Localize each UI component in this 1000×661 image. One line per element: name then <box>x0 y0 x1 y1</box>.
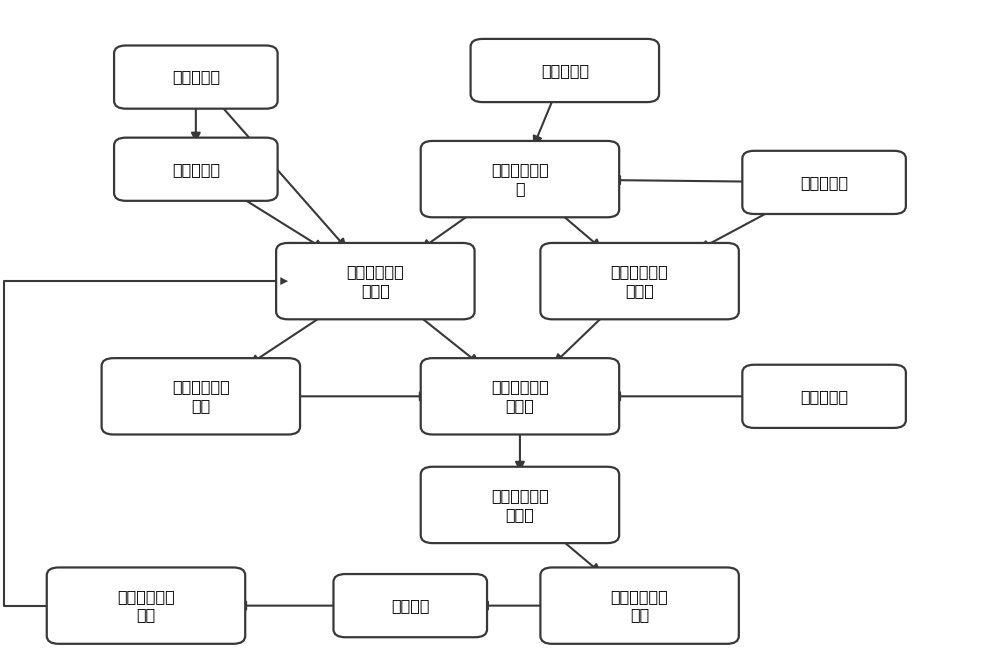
Text: 原料缓冲池: 原料缓冲池 <box>541 63 589 78</box>
Text: 一效加热器: 一效加热器 <box>800 175 848 190</box>
FancyBboxPatch shape <box>421 358 619 434</box>
Text: 四效蒸发结晶
器一室: 四效蒸发结晶 器一室 <box>491 488 549 522</box>
FancyBboxPatch shape <box>421 141 619 217</box>
Text: 一室加热器: 一室加热器 <box>172 69 220 85</box>
FancyBboxPatch shape <box>540 243 739 319</box>
FancyBboxPatch shape <box>742 151 906 214</box>
FancyBboxPatch shape <box>47 567 245 644</box>
Text: 冷却系统: 冷却系统 <box>391 598 430 613</box>
Text: 第一固液分离
系统: 第一固液分离 系统 <box>172 379 230 413</box>
Text: 一室循环泵: 一室循环泵 <box>172 162 220 176</box>
FancyBboxPatch shape <box>742 365 906 428</box>
FancyBboxPatch shape <box>276 243 475 319</box>
Text: 二效蒸发结晶
器二室: 二效蒸发结晶 器二室 <box>611 264 668 298</box>
FancyBboxPatch shape <box>421 467 619 543</box>
Text: 一效蒸发结晶
器: 一效蒸发结晶 器 <box>491 163 549 196</box>
Text: 二效蒸发结晶
器一室: 二效蒸发结晶 器一室 <box>346 264 404 298</box>
FancyBboxPatch shape <box>333 574 487 637</box>
Text: 第二固液分离
系统: 第二固液分离 系统 <box>611 589 668 623</box>
Text: 三效加热器: 三效加热器 <box>800 389 848 404</box>
FancyBboxPatch shape <box>471 39 659 102</box>
FancyBboxPatch shape <box>540 567 739 644</box>
Text: 第三固液分离
系统: 第三固液分离 系统 <box>117 589 175 623</box>
FancyBboxPatch shape <box>102 358 300 434</box>
FancyBboxPatch shape <box>114 46 278 108</box>
Text: 三效蒸发结晶
器一室: 三效蒸发结晶 器一室 <box>491 379 549 413</box>
FancyBboxPatch shape <box>114 137 278 201</box>
